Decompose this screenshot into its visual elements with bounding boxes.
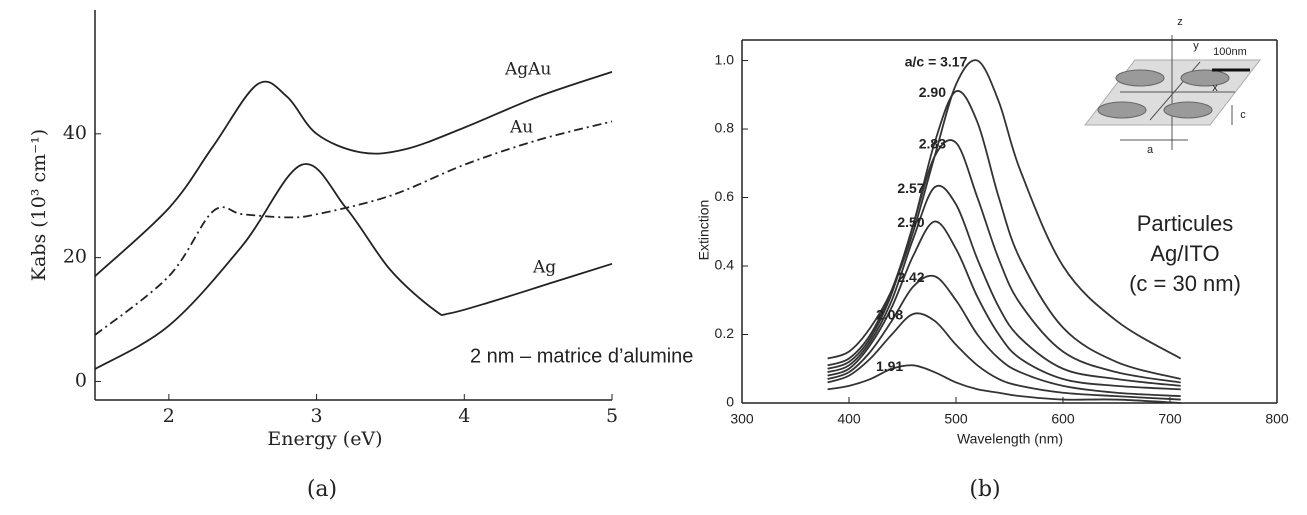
inset-label: z — [1177, 16, 1183, 28]
series-line — [827, 59, 1182, 360]
x-tick-label: 800 — [1265, 411, 1289, 427]
series-label: 1.91 — [876, 358, 903, 374]
series-label: 2.57 — [897, 180, 924, 196]
y-tick-label: 0.2 — [715, 325, 735, 341]
x-tick-label: 5 — [606, 405, 618, 427]
series-line — [94, 71, 613, 277]
series-label: 2.42 — [897, 269, 924, 285]
panel-a: 2 3 4 5 0 20 40 Energy (eV) Kabs (10³ cm⁻¹) (a) 2 … — [28, 10, 693, 502]
x-tick-label: 300 — [730, 411, 754, 427]
y-axis-label: Kabs (10³ cm⁻¹) — [28, 129, 50, 281]
particle — [1180, 69, 1230, 87]
particle — [1097, 101, 1147, 119]
x-tick-label: 500 — [944, 411, 968, 427]
y-tick-label: 0.8 — [715, 120, 735, 136]
x-tick-label: 3 — [311, 405, 323, 427]
inset-label: a — [1147, 144, 1154, 156]
y-tick-label: 1.0 — [715, 51, 735, 67]
series-label: 2.83 — [919, 135, 946, 151]
series-label: 2.50 — [897, 214, 924, 230]
y-tick-label: 0.6 — [715, 188, 735, 204]
series-label: a/c = 3.17 — [905, 53, 968, 69]
inset-label: x — [1212, 82, 1218, 94]
series-label: 2.90 — [919, 84, 946, 100]
annotation: (c = 30 nm) — [1129, 271, 1241, 296]
particle — [1115, 69, 1165, 87]
x-tick-label: 4 — [458, 405, 470, 427]
x-tick-label: 400 — [837, 411, 861, 427]
annotation: Ag/ITO — [1150, 241, 1219, 266]
series-line — [827, 312, 1181, 401]
inset-label: y — [1193, 40, 1199, 52]
series-line — [827, 90, 1181, 380]
y-tick-label: 40 — [63, 122, 87, 144]
y-tick-label: 20 — [63, 246, 87, 268]
x-axis-label: Wavelength (nm) — [957, 431, 1063, 447]
series-label: AgAu — [504, 60, 551, 80]
y-tick-label: 0.4 — [715, 257, 735, 273]
panel-b: 300 400 500 600 700 800 0 0.2 0.4 0.6 0.8 1.0 Wavele… — [696, 16, 1289, 502]
inset-label: 100nm — [1213, 46, 1247, 58]
series-line — [827, 220, 1181, 391]
inset-diagram — [1083, 35, 1262, 150]
x-tick-label: 700 — [1158, 411, 1182, 427]
series-label: Ag — [532, 258, 556, 278]
particle — [1163, 101, 1213, 119]
inset-label: c — [1240, 109, 1246, 121]
y-axis-label: Extinction — [696, 200, 712, 261]
y-tick-label: 0 — [75, 369, 87, 391]
series-line — [827, 184, 1181, 387]
series-line — [827, 274, 1181, 398]
x-tick-label: 600 — [1051, 411, 1075, 427]
x-tick-label: 2 — [163, 405, 175, 427]
x-axis-label: Energy (eV) — [267, 428, 382, 450]
caption: (b) — [969, 477, 1000, 502]
series-line — [94, 163, 613, 370]
annotation: 2 nm – matrice d’alumine — [470, 345, 693, 367]
annotation: Particules — [1137, 211, 1234, 236]
series-line — [94, 120, 613, 336]
caption: (a) — [307, 477, 337, 502]
y-tick-label: 0 — [726, 394, 734, 410]
series-line — [827, 139, 1181, 384]
series-line — [827, 364, 1181, 404]
series-label: 2.08 — [876, 307, 903, 323]
series-label: Au — [509, 118, 533, 138]
